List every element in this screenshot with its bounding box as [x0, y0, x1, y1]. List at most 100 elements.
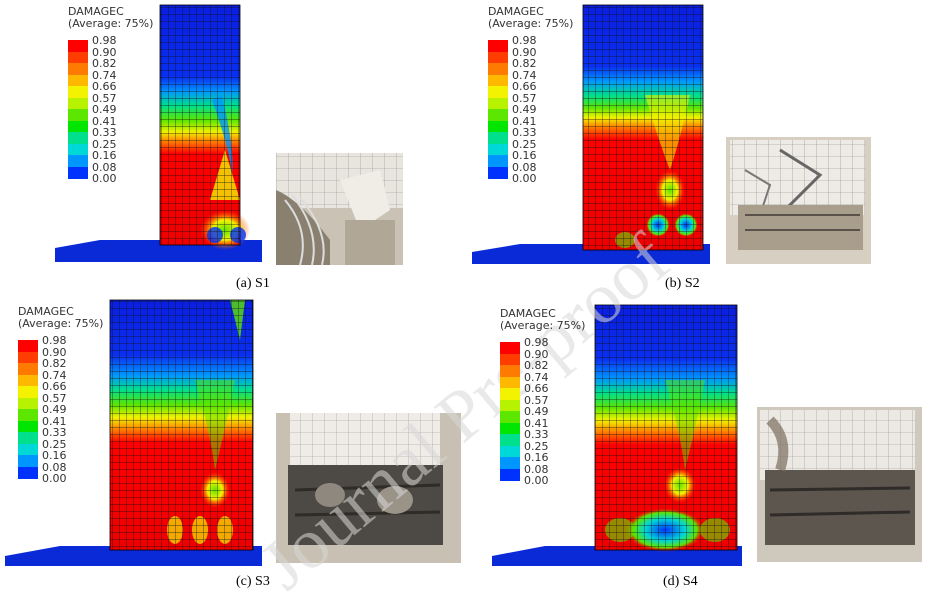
legend-swatch [500, 411, 520, 423]
legend-swatch [488, 40, 508, 52]
legend-title: DAMAGEC [488, 5, 544, 18]
legend-value: 0.49 [42, 403, 67, 416]
legend-subtitle: (Average: 75%) [488, 17, 574, 30]
caption-s3: (c) S3 [236, 574, 270, 589]
legend-value: 0.08 [92, 160, 117, 174]
legend-value: 0.49 [512, 103, 537, 116]
legend-swatch [500, 422, 520, 435]
specimen-photo [726, 137, 871, 264]
legend-swatch [68, 97, 88, 110]
specimen-photo [276, 413, 461, 563]
legend-value: 0.98 [92, 34, 117, 47]
legend-value: 0.82 [512, 57, 537, 70]
legend-value: 0.25 [512, 137, 537, 151]
legend-value: 0.98 [512, 34, 537, 47]
legend-swatch [18, 443, 38, 456]
legend-swatch [488, 155, 508, 167]
legend-value: 0.08 [512, 160, 537, 174]
legend-value: 0.00 [524, 474, 549, 487]
legend-value: 0.25 [524, 439, 549, 453]
legend-s4: DAMAGEC (Average: 75%) 0.98 0.90 0.82 0.74 0… [500, 307, 586, 487]
legend-value: 0.90 [92, 45, 117, 59]
legend-value: 0.57 [92, 91, 117, 105]
legend-value: 0.57 [42, 391, 67, 405]
legend-value: 0.16 [524, 451, 549, 464]
legend-value: 0.82 [524, 359, 549, 372]
legend-swatch [18, 340, 38, 352]
legend-swatch [18, 466, 38, 479]
legend-swatch [18, 386, 38, 398]
legend-swatch [488, 63, 508, 75]
legend-swatch [68, 40, 88, 52]
legend-value: 0.74 [42, 368, 67, 382]
caption-s4: (d) S4 [663, 574, 698, 589]
legend-value: 0.16 [512, 149, 537, 162]
panel-s2 [472, 4, 871, 264]
legend-value: 0.00 [42, 472, 67, 485]
legend-value: 0.82 [92, 57, 117, 70]
legend-swatch [18, 420, 38, 433]
legend-value: 0.25 [92, 137, 117, 151]
legend-swatch [488, 143, 508, 156]
legend-swatch [500, 468, 520, 481]
legend-value: 0.33 [512, 126, 537, 139]
legend-value: 0.41 [42, 414, 67, 428]
caption-s2: (b) S2 [665, 276, 700, 291]
legend-swatch [68, 109, 88, 121]
legend-swatch [68, 143, 88, 156]
legend-value: 0.82 [42, 357, 67, 370]
legend-swatch [488, 109, 508, 121]
legend-swatch [18, 397, 38, 410]
legend-swatch [500, 445, 520, 458]
legend-swatch [500, 399, 520, 412]
legend-value: 0.49 [92, 103, 117, 116]
legend-swatch [488, 51, 508, 64]
legend-value: 0.57 [524, 393, 549, 407]
legend-swatch [68, 132, 88, 144]
panel-s4 [492, 304, 922, 566]
legend-title: DAMAGEC [68, 5, 124, 18]
legend-swatch [68, 155, 88, 167]
legend-value: 0.74 [524, 370, 549, 384]
legend-s1: DAMAGEC (Average: 75%) 0.98 0.90 0.82 0.74 0… [68, 5, 154, 185]
legend-swatch [68, 86, 88, 98]
legend-swatch [500, 388, 520, 400]
legend-subtitle: (Average: 75%) [18, 317, 104, 330]
legend-value: 0.74 [512, 68, 537, 82]
legend-swatch [68, 166, 88, 179]
legend-value: 0.00 [512, 172, 537, 185]
legend-swatch [488, 97, 508, 110]
legend-value: 0.33 [42, 426, 67, 439]
legend-value: 0.57 [512, 91, 537, 105]
legend-swatch [488, 74, 508, 87]
legend-swatch [500, 434, 520, 446]
legend-value: 0.41 [92, 114, 117, 128]
legend-subtitle: (Average: 75%) [500, 319, 586, 332]
legend-swatch [68, 120, 88, 133]
legend-swatch [68, 51, 88, 64]
legend-swatch [488, 120, 508, 133]
legend-value: 0.66 [524, 382, 549, 395]
legend-swatch [488, 132, 508, 144]
legend-swatch [488, 86, 508, 98]
legend-value: 0.98 [524, 336, 549, 349]
legend-value: 0.33 [524, 428, 549, 441]
legend-title: DAMAGEC [18, 305, 74, 318]
legend-s2: DAMAGEC (Average: 75%) 0.98 0.90 0.82 0.74 0… [488, 5, 574, 185]
specimen-photo [757, 407, 922, 562]
legend-value: 0.74 [92, 68, 117, 82]
legend-value: 0.41 [524, 416, 549, 430]
legend-swatch [500, 342, 520, 354]
legend-swatch [500, 365, 520, 377]
legend-swatch [18, 409, 38, 421]
legend-value: 0.00 [92, 172, 117, 185]
legend-value: 0.25 [42, 437, 67, 451]
legend-swatch [18, 351, 38, 364]
legend-subtitle: (Average: 75%) [68, 17, 154, 30]
panel-s1 [55, 4, 403, 266]
legend-title: DAMAGEC [500, 307, 556, 320]
legend-swatch [500, 353, 520, 366]
legend-value: 0.16 [92, 149, 117, 162]
legend-swatch [68, 63, 88, 75]
